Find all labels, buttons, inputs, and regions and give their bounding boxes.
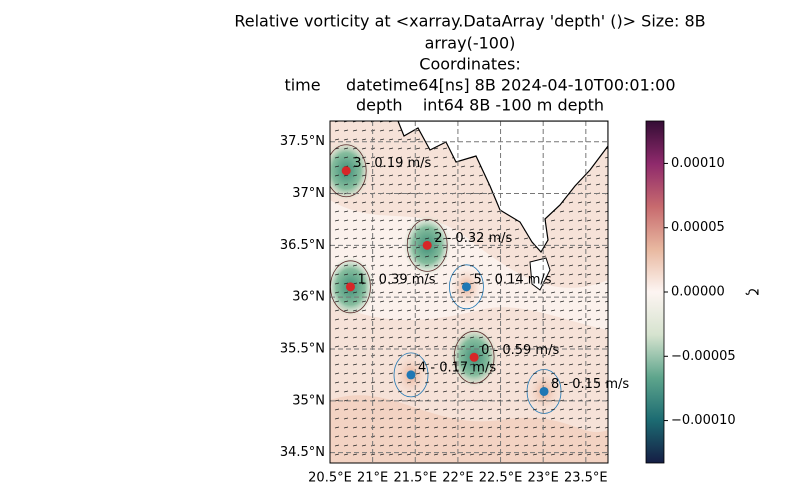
colorbar-tick-label: −0.00010 <box>671 413 736 428</box>
x-tick-label: 21°E <box>357 471 388 486</box>
x-tick-label: 22°E <box>442 471 473 486</box>
axes-frame <box>329 120 609 464</box>
map-area <box>330 121 608 463</box>
x-tick-label: 23°E <box>528 471 559 486</box>
y-tick-label: 36°N <box>292 290 325 305</box>
eddy-center <box>539 386 549 396</box>
y-tick-label: 34.5°N <box>280 445 325 460</box>
colorbar-label: ζ <box>745 288 760 295</box>
title: Relative vorticity at <xarray.DataArray … <box>234 12 705 115</box>
eddy-label: 2 - 0.32 m/s <box>434 231 512 246</box>
title-line: time datetime64[ns] 8B 2024-04-10T00:01:… <box>284 76 675 95</box>
y-tick-label: 37.5°N <box>280 134 325 149</box>
title-line: Relative vorticity at <xarray.DataArray … <box>234 12 705 31</box>
eddy-label: 0 - 0.59 m/s <box>481 343 559 358</box>
eddy-center <box>422 240 432 250</box>
colorbar-tick-label: 0.00000 <box>671 285 725 300</box>
y-tick-label: 36.5°N <box>280 238 325 253</box>
x-tick-label: 23.5°E <box>564 471 608 486</box>
colorbar <box>645 120 665 464</box>
colorbar-tick-label: 0.00005 <box>671 220 725 235</box>
eddy-label: 5 - 0.14 m/s <box>473 272 551 287</box>
land <box>397 121 608 254</box>
x-tick-label: 21.5°E <box>393 471 437 486</box>
title-line: Coordinates: <box>419 55 520 74</box>
eddy-label: 8 - 0.15 m/s <box>551 377 629 392</box>
y-tick-label: 35.5°N <box>280 342 325 357</box>
eddy-center <box>406 370 416 380</box>
colorbar-tick-label: −0.00005 <box>671 349 736 364</box>
x-tick-label: 20.5°E <box>308 471 352 486</box>
eddy-label: 3 - 0.19 m/s <box>353 156 431 171</box>
y-tick-label: 35°N <box>292 393 325 408</box>
title-line: depth int64 8B -100 m depth <box>356 96 604 115</box>
eddy-center <box>461 282 471 292</box>
eddy-center <box>345 282 355 292</box>
eddy-center <box>341 166 351 176</box>
eddy-label: 1 - 0.39 m/s <box>357 272 435 287</box>
x-tick-label: 22.5°E <box>479 471 523 486</box>
y-tick-label: 37°N <box>292 186 325 201</box>
title-line: array(-100) <box>425 34 516 53</box>
colorbar-tick-label: 0.00010 <box>671 156 725 171</box>
eddy-label: 4 - 0.17 m/s <box>418 360 496 375</box>
eddy-center <box>469 352 479 362</box>
